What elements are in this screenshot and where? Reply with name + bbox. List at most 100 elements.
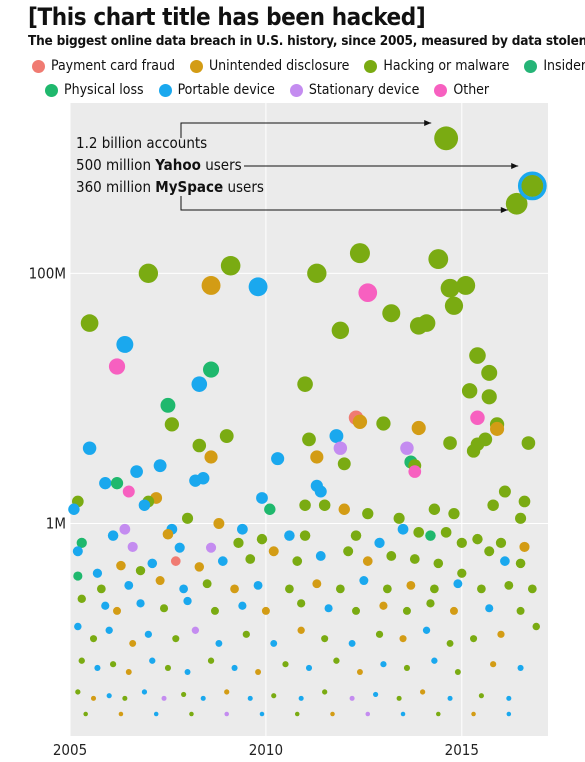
data-point: [469, 347, 486, 364]
data-point: [333, 657, 340, 664]
annotation-line: [180, 122, 432, 138]
data-point: [99, 477, 112, 490]
data-point: [82, 441, 97, 455]
data-point: [191, 376, 208, 392]
data-point: [125, 669, 132, 675]
data-point: [96, 584, 106, 594]
data-point: [506, 695, 512, 701]
data-point: [519, 541, 530, 552]
data-point: [456, 537, 467, 549]
data-point: [181, 691, 187, 698]
data-point: [248, 277, 268, 297]
data-point: [294, 711, 300, 717]
data-point: [202, 579, 212, 589]
data-point: [129, 639, 137, 647]
data-point: [264, 503, 276, 515]
data-point: [130, 465, 143, 478]
legend-item-other: Other: [434, 82, 489, 98]
data-point: [321, 635, 329, 643]
data-point: [118, 711, 124, 717]
data-point: [382, 304, 401, 323]
data-point: [230, 584, 239, 594]
data-point: [76, 537, 87, 549]
data-point: [362, 556, 373, 566]
data-point: [92, 568, 103, 578]
data-point: [110, 477, 124, 490]
data-point: [349, 695, 355, 701]
data-point: [490, 661, 497, 668]
data-point: [322, 689, 328, 695]
data-point: [374, 537, 385, 549]
data-point: [307, 263, 327, 283]
legend-label-physical: Physical loss: [64, 82, 144, 98]
data-point: [500, 556, 510, 566]
legend-swatch-disclosure: [189, 59, 203, 73]
legend: Payment card fraud Unintended disclosure…: [32, 54, 585, 102]
data-point: [481, 364, 498, 381]
legend-row-2: Physical loss Portable device Stationary…: [45, 78, 577, 102]
data-point: [453, 579, 463, 589]
data-point: [256, 533, 268, 545]
data-point: [299, 499, 311, 511]
data-point: [386, 551, 397, 561]
data-point: [518, 495, 531, 508]
data-point: [238, 601, 247, 610]
data-point: [122, 695, 128, 701]
data-point: [433, 558, 444, 569]
data-point: [181, 512, 194, 524]
data-point: [90, 695, 97, 701]
data-point: [80, 314, 99, 332]
data-point: [297, 599, 306, 608]
data-point: [478, 693, 484, 699]
data-point: [409, 554, 420, 564]
data-point: [472, 533, 483, 545]
legend-swatch-insider: [524, 59, 538, 73]
legend-label-disclosure: Unintended disclosure: [208, 58, 350, 74]
plot-background: [70, 103, 548, 736]
data-point: [318, 499, 331, 511]
data-point: [189, 711, 194, 717]
data-point: [457, 568, 467, 578]
highlight-ring: [517, 171, 547, 201]
data-point: [449, 606, 458, 615]
legend-swatch-hacking: [364, 59, 378, 73]
data-point: [348, 639, 356, 647]
legend-swatch-other: [434, 83, 448, 97]
data-point: [490, 421, 505, 436]
annotation-line: [180, 196, 508, 211]
legend-item-stationary: Stationary device: [289, 82, 419, 98]
data-point: [119, 523, 131, 535]
data-point: [191, 626, 200, 634]
data-point: [406, 580, 416, 590]
data-point: [73, 571, 83, 581]
data-point: [397, 523, 409, 535]
data-point: [356, 669, 363, 675]
data-point: [161, 695, 167, 701]
data-point: [517, 664, 524, 671]
data-points: [68, 126, 547, 717]
data-point: [159, 604, 169, 613]
data-point: [444, 296, 464, 315]
data-point: [379, 601, 388, 610]
data-point: [393, 512, 405, 524]
data-point: [403, 664, 410, 671]
data-point: [170, 556, 181, 566]
data-point: [204, 450, 218, 464]
legend-item-hacking: Hacking or malware: [364, 58, 509, 74]
data-point: [231, 664, 238, 671]
data-point: [358, 283, 378, 303]
y-tick-label: 100M: [29, 264, 66, 282]
data-point: [487, 499, 499, 511]
data-point: [271, 452, 285, 466]
data-point: [477, 584, 486, 594]
data-point: [302, 432, 316, 447]
data-point: [78, 657, 85, 664]
data-point: [138, 499, 151, 511]
data-point: [215, 639, 223, 647]
data-point: [413, 527, 425, 538]
data-point: [149, 657, 156, 664]
data-point: [312, 579, 322, 589]
data-point: [461, 383, 478, 399]
data-point: [183, 596, 192, 606]
